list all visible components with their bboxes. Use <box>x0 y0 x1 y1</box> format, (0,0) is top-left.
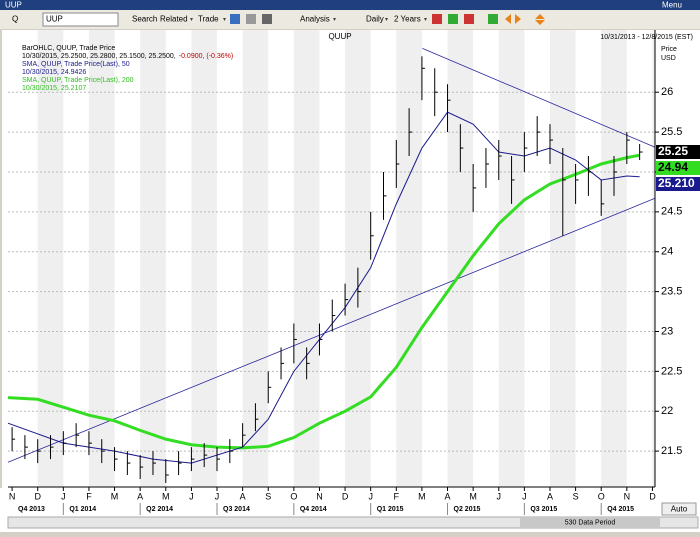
y-tick-label: 24.5 <box>661 206 682 218</box>
symbol-prefix: Q <box>12 15 18 24</box>
y-tick-label: 24 <box>661 246 673 258</box>
month-stripe <box>191 30 218 487</box>
x-tick-label: F <box>86 491 92 501</box>
x-tick-label: N <box>316 491 323 501</box>
x-tick-label: A <box>137 491 143 501</box>
x-tick-label: O <box>290 491 297 501</box>
last-value-box <box>656 145 700 159</box>
legend-text: 10/30/2015, 25.2107 <box>22 85 86 92</box>
x-tick-label: M <box>469 491 477 501</box>
y-tick-label: 22.5 <box>661 365 682 377</box>
quarter-label: Q3 2014 <box>223 506 250 513</box>
month-stripe <box>601 30 627 487</box>
trendline <box>422 47 656 148</box>
month-stripe <box>140 30 166 487</box>
y-axis-label: Price <box>661 46 677 53</box>
month-stripe <box>498 30 525 487</box>
quarter-label: Q4 2013 <box>18 506 45 513</box>
y-tick-label: 23 <box>661 325 673 337</box>
related-button[interactable]: Related <box>160 15 188 24</box>
x-tick-label: A <box>547 491 553 501</box>
last-value-box <box>656 177 700 191</box>
month-stripe <box>293 30 320 487</box>
quarter-label: Q1 2015 <box>377 506 404 513</box>
title-bar <box>0 0 700 10</box>
date-range: 10/31/2013 - 12/8/2015 (EST) <box>600 34 693 41</box>
last-value-label: 25.210 <box>658 176 695 190</box>
x-tick-label: S <box>265 491 271 501</box>
x-tick-label: M <box>418 491 426 501</box>
interval-button[interactable]: Daily <box>366 15 384 24</box>
month-stripe <box>345 30 371 487</box>
range-button[interactable]: 2 Years <box>394 15 421 24</box>
last-value-box <box>656 161 700 175</box>
legend-text: SMA, QUUP, Trade Price(Last), 200 <box>22 77 134 84</box>
x-tick-label: N <box>9 491 16 501</box>
x-tick-label: D <box>342 491 349 501</box>
legend-text: 10/30/2015, 24.9426 <box>22 69 86 76</box>
y-tick-label: 22 <box>661 405 673 417</box>
quarter-label: Q1 2014 <box>69 506 96 513</box>
legend-text: BarOHLC, QUUP, Trade Price <box>22 45 115 52</box>
scroll-thumb[interactable] <box>520 518 660 527</box>
symbol-input[interactable] <box>42 12 119 27</box>
auto-button[interactable] <box>661 502 697 516</box>
legend-text: 10/30/2015, 25.2500, 25.2800, 25.1500, 2… <box>22 53 176 60</box>
search-button[interactable]: Search <box>132 15 157 24</box>
quarter-label: Q2 2014 <box>146 506 173 513</box>
y-tick-label: 25.5 <box>661 126 682 138</box>
y-tick-label: 26 <box>661 86 673 98</box>
analysis-button[interactable]: Analysis <box>300 15 330 24</box>
x-tick-label: D <box>649 491 656 501</box>
toolbar-icons <box>190 14 545 25</box>
x-tick-label: J <box>189 491 194 501</box>
menu[interactable]: Menu <box>662 1 682 10</box>
x-tick-label: J <box>368 491 373 501</box>
y-tick-label: 23.5 <box>661 286 682 298</box>
scrollbar[interactable] <box>7 516 699 529</box>
legend-text: SMA, QUUP, Trade Price(Last), 50 <box>22 61 130 68</box>
chart-title: QUUP <box>328 32 351 41</box>
month-stripe <box>549 30 576 487</box>
window-title: UUP <box>5 1 22 10</box>
y-axis-label: USD <box>661 55 676 62</box>
month-stripe <box>652 30 655 487</box>
x-tick-label: M <box>162 491 170 501</box>
toolbar <box>0 10 700 29</box>
quarter-label: Q2 2015 <box>454 506 481 513</box>
month-stripe <box>447 30 474 487</box>
last-value-label: 25.25 <box>658 144 688 158</box>
symbol: UUP <box>46 15 63 24</box>
month-stripe <box>396 30 422 487</box>
legend-change: -0.0900, (-0.36%) <box>179 53 233 60</box>
x-tick-label: N <box>624 491 631 501</box>
x-tick-label: J <box>497 491 502 501</box>
x-tick-label: M <box>111 491 119 501</box>
data-period: 530 Data Period <box>565 519 616 526</box>
x-tick-label: D <box>34 491 41 501</box>
sma-line <box>7 153 640 450</box>
x-tick-label: A <box>445 491 451 501</box>
quarter-label: Q3 2015 <box>530 506 557 513</box>
trade-button[interactable]: Trade <box>198 15 219 24</box>
auto-label: Auto <box>671 505 688 514</box>
x-tick-label: O <box>598 491 605 501</box>
x-tick-label: J <box>61 491 66 501</box>
x-tick-label: J <box>215 491 220 501</box>
month-stripe <box>37 30 64 487</box>
last-value-label: 24.94 <box>658 160 688 174</box>
x-tick-label: F <box>394 491 400 501</box>
trendline <box>7 197 656 463</box>
x-tick-label: A <box>240 491 246 501</box>
y-tick-label: 21.5 <box>661 445 682 457</box>
quarter-label: Q4 2015 <box>607 506 634 513</box>
x-tick-label: J <box>522 491 527 501</box>
quarter-label: Q4 2014 <box>300 506 327 513</box>
x-tick-label: S <box>573 491 579 501</box>
